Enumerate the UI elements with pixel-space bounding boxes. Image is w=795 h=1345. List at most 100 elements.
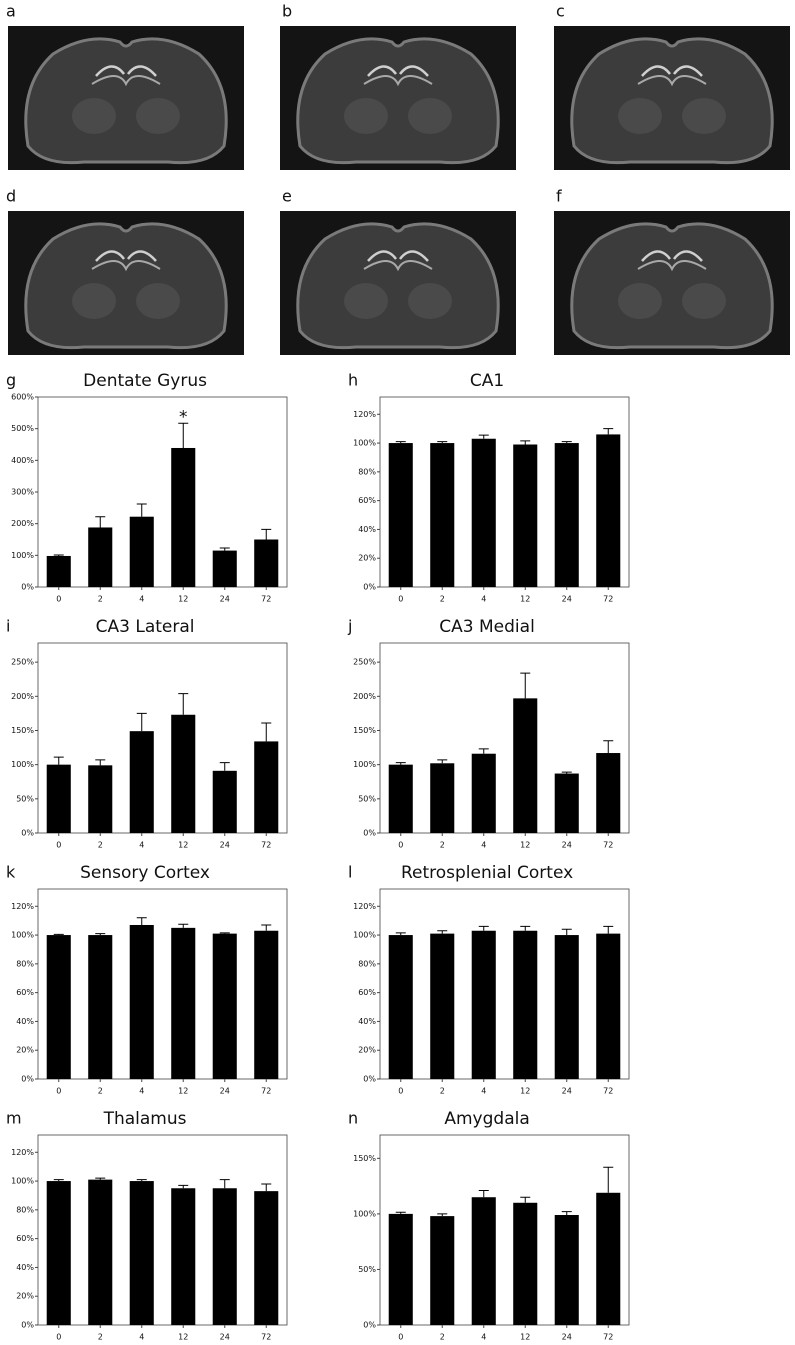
panel-label: n bbox=[348, 1109, 358, 1128]
x-tick-label: 12 bbox=[520, 595, 530, 604]
bar bbox=[430, 443, 455, 587]
bar bbox=[513, 1202, 538, 1325]
error-bar bbox=[478, 925, 489, 931]
y-tick-label: 50% bbox=[358, 794, 376, 803]
bar bbox=[596, 933, 621, 1079]
bar bbox=[129, 731, 154, 833]
error-bar bbox=[395, 441, 406, 444]
x-tick-label: 12 bbox=[520, 841, 530, 850]
bar bbox=[554, 773, 579, 833]
y-tick-label: 100% bbox=[353, 931, 376, 940]
plot-frame bbox=[37, 642, 288, 834]
bar bbox=[129, 516, 154, 587]
error-bar bbox=[395, 762, 406, 765]
y-tick-label: 200% bbox=[11, 519, 34, 528]
y-tick-label: 100% bbox=[353, 439, 376, 448]
x-tick-label: 24 bbox=[220, 1333, 230, 1342]
brain-image bbox=[552, 24, 792, 172]
error-bar bbox=[261, 924, 272, 931]
bar bbox=[88, 935, 113, 1079]
panel-label: f bbox=[556, 187, 562, 206]
chart-title: Thalamus bbox=[103, 1109, 187, 1129]
bar bbox=[596, 1192, 621, 1325]
y-tick-label: 0% bbox=[21, 1321, 34, 1330]
panel-label: m bbox=[6, 1109, 22, 1128]
brain-image bbox=[6, 209, 246, 357]
y-tick-label: 120% bbox=[353, 902, 376, 911]
y-tick-label: 150% bbox=[353, 726, 376, 735]
error-bar bbox=[53, 554, 64, 556]
bar bbox=[388, 443, 413, 587]
x-tick-label: 0 bbox=[398, 841, 403, 850]
plot-frame bbox=[379, 1134, 630, 1326]
bar bbox=[212, 770, 237, 833]
error-bar bbox=[603, 925, 614, 934]
panel-label: d bbox=[6, 187, 16, 206]
y-tick-label: 0% bbox=[363, 583, 376, 592]
bar bbox=[171, 447, 196, 587]
x-tick-label: 24 bbox=[562, 1087, 572, 1096]
error-bar bbox=[603, 740, 614, 754]
x-tick-label: 2 bbox=[98, 841, 103, 850]
bar bbox=[471, 753, 496, 833]
error-bar bbox=[219, 1179, 230, 1189]
bar bbox=[129, 924, 154, 1079]
error-bar bbox=[261, 528, 272, 540]
x-tick-label: 24 bbox=[220, 841, 230, 850]
bar bbox=[471, 438, 496, 587]
chart-title: Amygdala bbox=[444, 1109, 529, 1129]
error-bar bbox=[478, 1190, 489, 1198]
error-bar bbox=[437, 1213, 448, 1217]
x-tick-label: 0 bbox=[398, 1333, 403, 1342]
x-tick-label: 0 bbox=[56, 595, 61, 604]
panel-label: h bbox=[348, 371, 358, 390]
x-tick-label: 12 bbox=[178, 1087, 188, 1096]
x-tick-label: 24 bbox=[562, 841, 572, 850]
plot-frame bbox=[37, 1134, 288, 1326]
error-bar bbox=[219, 547, 230, 551]
x-tick-label: 4 bbox=[481, 1333, 486, 1342]
panel-label: c bbox=[556, 2, 565, 21]
bar bbox=[430, 1216, 455, 1325]
bar bbox=[596, 434, 621, 587]
plot-frame bbox=[379, 642, 630, 834]
x-tick-label: 72 bbox=[603, 841, 613, 850]
x-tick-label: 4 bbox=[139, 841, 144, 850]
error-bar bbox=[95, 759, 106, 766]
error-bar bbox=[561, 771, 572, 774]
y-tick-label: 40% bbox=[16, 1017, 34, 1026]
bar bbox=[513, 444, 538, 587]
x-tick-label: 2 bbox=[440, 841, 445, 850]
x-tick-label: 72 bbox=[603, 1087, 613, 1096]
y-tick-label: 100% bbox=[11, 1177, 34, 1186]
y-tick-label: 0% bbox=[21, 829, 34, 838]
x-tick-label: 72 bbox=[603, 1333, 613, 1342]
y-tick-label: 200% bbox=[11, 692, 34, 701]
x-tick-label: 0 bbox=[56, 1087, 61, 1096]
error-bar bbox=[136, 503, 147, 517]
error-bar bbox=[520, 925, 531, 931]
bar bbox=[254, 539, 279, 587]
chart-title: Sensory Cortex bbox=[80, 863, 210, 883]
error-bar bbox=[178, 693, 189, 715]
error-bar bbox=[395, 1211, 406, 1214]
bar bbox=[171, 714, 196, 833]
x-tick-label: 72 bbox=[261, 595, 271, 604]
plot-frame bbox=[379, 888, 630, 1080]
x-tick-label: 24 bbox=[562, 1333, 572, 1342]
y-tick-label: 500% bbox=[11, 424, 34, 433]
bar bbox=[46, 764, 71, 833]
y-tick-label: 600% bbox=[11, 393, 34, 402]
bar bbox=[513, 930, 538, 1079]
y-tick-label: 20% bbox=[16, 1046, 34, 1055]
error-bar bbox=[603, 428, 614, 435]
bar bbox=[554, 935, 579, 1079]
x-tick-label: 4 bbox=[139, 1087, 144, 1096]
error-bar bbox=[520, 1196, 531, 1203]
error-bar bbox=[520, 672, 531, 699]
error-bar bbox=[437, 930, 448, 934]
x-tick-label: 24 bbox=[220, 1087, 230, 1096]
chart-title: Retrosplenial Cortex bbox=[401, 863, 573, 883]
brain-image bbox=[278, 24, 518, 172]
y-tick-label: 60% bbox=[358, 988, 376, 997]
